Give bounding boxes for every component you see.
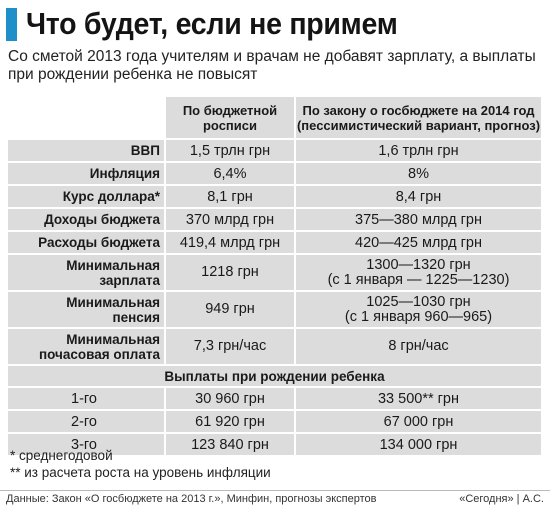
label-line: пенсия <box>112 309 160 325</box>
header-2014: По закону о госбюджете на 2014 год (песс… <box>294 97 541 138</box>
row-label: Минимальная пенсия <box>8 292 164 327</box>
row-value-2014: 420—425 млрд грн <box>294 232 541 253</box>
row-value-2014: 8,4 грн <box>294 186 541 207</box>
table-row: Инфляция 6,4% 8% <box>8 161 541 184</box>
label-line: Минимальная <box>66 257 160 273</box>
table-row: 1-го 30 960 грн 33 500** грн <box>8 386 541 409</box>
label-line: Минимальная <box>66 294 160 310</box>
row-value-2013: 370 млрд грн <box>164 209 294 230</box>
footnote: * среднегодовой <box>10 448 113 463</box>
label-line: Минимальная <box>66 331 160 347</box>
row-label: Минимальная зарплата <box>8 255 164 290</box>
row-label: Курс доллара* <box>8 186 164 207</box>
value-line: 1300—1320 грн <box>366 256 471 273</box>
table-row: 2-го 61 920 грн 67 000 грн <box>8 409 541 432</box>
row-value-2014: 134 000 грн <box>294 434 541 455</box>
row-value-2013: 419,4 млрд грн <box>164 232 294 253</box>
row-value-2014: 375—380 млрд грн <box>294 209 541 230</box>
subtitle: Со сметой 2013 года учителям и врачам не… <box>8 48 536 83</box>
footnote: ** из расчета роста на уровень инфляции <box>10 465 271 480</box>
table-row-min-pension: Минимальная пенсия 949 грн 1025—1030 грн(… <box>8 290 541 327</box>
footnotes: * среднегодовой ** из расчета роста на у… <box>10 447 271 481</box>
row-value-2014: 1300—1320 грн (с 1 января — 1225—1230) <box>294 255 541 290</box>
section-header-birth: Выплаты при рождении ребенка <box>8 364 541 386</box>
budget-table: По бюджетной росписи По закону о госбюдж… <box>8 97 541 455</box>
table-row: Курс доллара* 8,1 грн 8,4 грн <box>8 184 541 207</box>
table-header: По бюджетной росписи По закону о госбюдж… <box>8 97 541 138</box>
row-label: Минимальная почасовая оплата <box>8 329 164 364</box>
row-value-2013: 6,4% <box>164 163 294 184</box>
table-row: 3-го 123 840 грн 134 000 грн <box>8 432 541 455</box>
row-value-2013: 7,3 грн/час <box>164 329 294 364</box>
row-value-2013: 30 960 грн <box>164 388 294 409</box>
row-value-2013: 1218 грн <box>164 255 294 290</box>
row-value-2013: 1,5 трлн грн <box>164 140 294 161</box>
row-label: Доходы бюджета <box>8 209 164 230</box>
value-line: 1025—1030 грн <box>366 293 471 310</box>
row-value-2013: 123 840 грн <box>164 434 294 455</box>
header-2013: По бюджетной росписи <box>164 97 294 138</box>
row-value-2014: 33 500** грн <box>294 388 541 409</box>
table-row: Расходы бюджета 419,4 млрд грн 420—425 м… <box>8 230 541 253</box>
row-value-2013: 61 920 грн <box>164 411 294 432</box>
label-line: почасовая оплата <box>38 346 160 362</box>
row-value-2014: 1,6 трлн грн <box>294 140 541 161</box>
row-value-2014: 67 000 грн <box>294 411 541 432</box>
value-line: (с 1 января 960—965) <box>344 308 493 325</box>
row-value-2014: 8% <box>294 163 541 184</box>
row-label: 2-го <box>8 411 164 432</box>
row-label: 3-го <box>8 434 164 455</box>
row-label: Инфляция <box>8 163 164 184</box>
row-label: ВВП <box>8 140 164 161</box>
table-row-min-hourly: Минимальная почасовая оплата 7,3 грн/час … <box>8 327 541 364</box>
row-value-2013: 949 грн <box>164 292 294 327</box>
row-label: 1-го <box>8 388 164 409</box>
label-line: зарплата <box>99 272 160 288</box>
table-row-min-wage: Минимальная зарплата 1218 грн 1300—1320 г… <box>8 253 541 290</box>
row-value-2013: 8,1 грн <box>164 186 294 207</box>
headline: Что будет, если не примем <box>6 4 546 44</box>
header-empty-cell <box>8 97 164 138</box>
row-value-2014: 8 грн/час <box>294 329 541 364</box>
accent-bar <box>6 7 17 41</box>
source-text: Данные: Закон «О госбюджете на 2013 г.»,… <box>6 493 377 505</box>
table-row: ВВП 1,5 трлн грн 1,6 трлн грн <box>8 138 541 161</box>
value-line: (с 1 января — 1225—1230) <box>327 271 510 288</box>
page-title: Что будет, если не примем <box>26 6 398 41</box>
table-row: Доходы бюджета 370 млрд грн 375—380 млрд… <box>8 207 541 230</box>
row-value-2014: 1025—1030 грн (с 1 января 960—965) <box>294 292 541 327</box>
credit-text: «Сегодня» | А.С. <box>459 493 544 505</box>
row-label: Расходы бюджета <box>8 232 164 253</box>
source-footer: Данные: Закон «О госбюджете на 2013 г.»,… <box>0 490 550 508</box>
